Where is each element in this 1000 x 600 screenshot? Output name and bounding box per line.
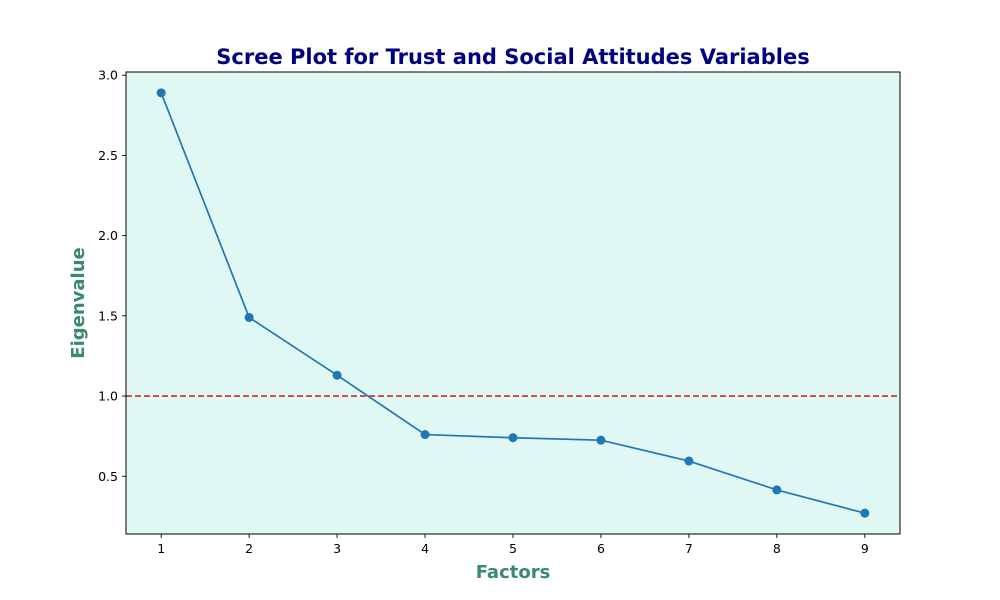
y-axis-ticks: 0.5 1.0 1.5 2.0 2.5 3.0 [98, 68, 126, 484]
y-axis-label: Eigenvalue [68, 247, 89, 358]
data-point-factor-4 [420, 430, 430, 440]
x-axis-label: Factors [476, 562, 551, 583]
x-tick-label: 3 [333, 541, 341, 556]
x-tick-label: 6 [597, 541, 605, 556]
data-point-factor-3 [332, 370, 342, 380]
y-tick-label: 3.0 [98, 68, 118, 83]
data-point-factor-6 [596, 435, 606, 445]
x-tick-label: 4 [421, 541, 429, 556]
y-tick-label: 1.5 [98, 308, 118, 323]
y-tick-label: 2.0 [98, 228, 118, 243]
data-point-factor-1 [156, 88, 166, 98]
chart-title: Scree Plot for Trust and Social Attitude… [216, 45, 809, 69]
x-axis-ticks: 1 2 3 4 5 6 7 8 9 [157, 534, 869, 556]
y-tick-label: 1.0 [98, 389, 118, 404]
y-tick-label: 2.5 [98, 148, 118, 163]
x-tick-label: 5 [509, 541, 517, 556]
x-tick-label: 8 [773, 541, 781, 556]
data-point-factor-9 [860, 508, 870, 518]
x-tick-label: 7 [685, 541, 693, 556]
data-points [156, 88, 870, 518]
y-tick-label: 0.5 [98, 469, 118, 484]
data-point-factor-8 [772, 485, 782, 495]
data-point-factor-7 [684, 456, 694, 466]
x-tick-label: 2 [245, 541, 253, 556]
plot-area [126, 72, 900, 534]
x-tick-label: 1 [157, 541, 165, 556]
data-point-factor-2 [244, 312, 254, 322]
data-point-factor-5 [508, 433, 518, 443]
x-tick-label: 9 [861, 541, 869, 556]
